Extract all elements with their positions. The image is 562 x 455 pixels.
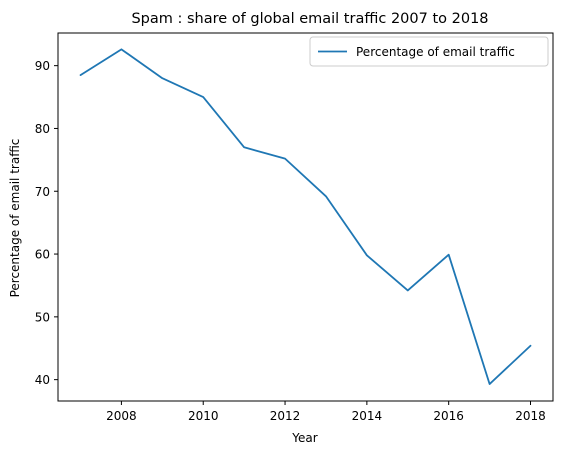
legend-box — [309, 36, 549, 67]
x-tick-label: 2012 — [270, 409, 301, 423]
data-point — [284, 158, 286, 160]
x-tick-label: 2008 — [106, 409, 137, 423]
chart-title: Spam : share of global email traffic 200… — [131, 11, 488, 27]
data-point — [161, 77, 163, 79]
data-point — [80, 74, 82, 76]
data-point — [243, 146, 245, 148]
plot-frame — [57, 32, 554, 402]
data-point — [202, 96, 204, 98]
x-tick-label: 2016 — [433, 409, 464, 423]
x-tick-label: 2014 — [352, 409, 383, 423]
y-tick-label: 80 — [35, 122, 50, 136]
y-axis-title: Percentage of email traffic — [8, 139, 22, 298]
y-tick-label: 40 — [35, 373, 50, 387]
y-tick-label: 50 — [35, 310, 50, 324]
data-point — [530, 345, 532, 347]
series-line — [79, 48, 532, 385]
y-tick-label: 70 — [35, 185, 50, 199]
legend: Percentage of email traffic — [309, 36, 549, 67]
legend-label: Percentage of email traffic — [356, 45, 515, 59]
x-tick-label: 2018 — [515, 409, 546, 423]
y-tick-label: 60 — [35, 248, 50, 262]
data-point — [325, 195, 327, 197]
x-axis-title: Year — [291, 431, 317, 445]
data-point — [489, 383, 491, 385]
plot-area: 2008 2010 2012 2014 2016 2018 40 50 60 70 80 90 — [35, 32, 554, 423]
data-point — [448, 254, 450, 256]
data-point — [366, 254, 368, 256]
data-point — [407, 289, 409, 291]
y-tick-label: 90 — [35, 59, 50, 73]
data-point — [120, 48, 122, 50]
x-tick-label: 2010 — [188, 409, 219, 423]
